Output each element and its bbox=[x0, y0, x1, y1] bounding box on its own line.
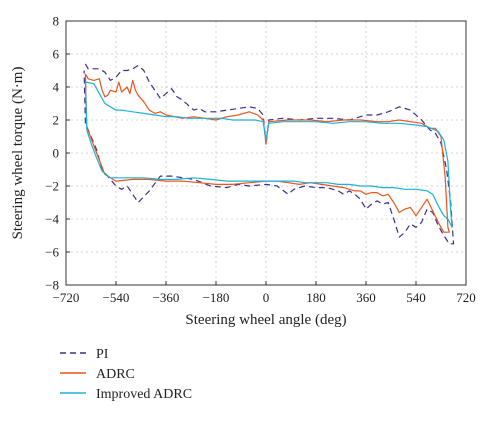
x-tick-label: 180 bbox=[306, 290, 326, 305]
y-tick-label: −6 bbox=[45, 245, 59, 260]
y-axis-label: Steering wheel torque (N·m) bbox=[10, 67, 26, 240]
x-tick-label: 540 bbox=[406, 290, 426, 305]
series-line-improved-adrc bbox=[84, 81, 453, 228]
x-axis-label: Steering wheel angle (deg) bbox=[185, 312, 346, 328]
y-tick-label: −4 bbox=[45, 212, 59, 227]
y-tick-label: 0 bbox=[53, 146, 60, 161]
series-layer bbox=[83, 63, 455, 245]
x-tick-label: −540 bbox=[103, 290, 130, 305]
legend-label: ADRC bbox=[96, 367, 135, 382]
legend: PI ADRC Improved ADRC bbox=[60, 347, 192, 402]
grid bbox=[66, 21, 466, 285]
y-tick-label: 4 bbox=[53, 80, 60, 95]
y-tick-label: 8 bbox=[53, 14, 60, 29]
y-tick-label: −2 bbox=[45, 179, 59, 194]
x-tick-label: 720 bbox=[456, 290, 476, 305]
x-tick-label: −720 bbox=[53, 290, 80, 305]
y-tick-label: 6 bbox=[53, 47, 60, 62]
legend-label: Improved ADRC bbox=[96, 387, 192, 402]
legend-label: PI bbox=[96, 347, 109, 362]
x-tick-label: −180 bbox=[203, 290, 230, 305]
series-line-pi bbox=[83, 63, 455, 245]
y-tick-label: 2 bbox=[53, 113, 60, 128]
y-tick-label: −8 bbox=[45, 278, 59, 293]
x-tick-label: 360 bbox=[356, 290, 376, 305]
ticks: −720 −540 −360 −180 0 180 360 540 720 −8 −6 −4 −2 0 2 4… bbox=[45, 14, 476, 306]
x-tick-label: −360 bbox=[153, 290, 180, 305]
x-tick-label: 0 bbox=[263, 290, 270, 305]
